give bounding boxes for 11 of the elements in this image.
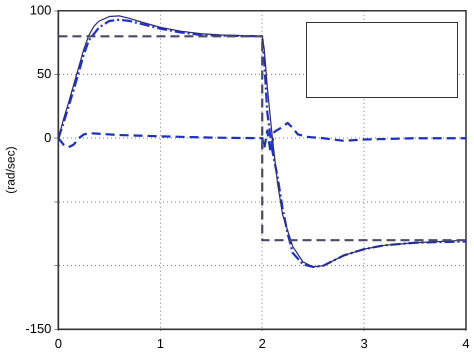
x-tick-label: 2 <box>258 336 266 351</box>
x-tick-label: 1 <box>156 336 164 351</box>
x-tick-label: 0 <box>54 336 62 351</box>
y-tick-label: -150 <box>25 320 52 336</box>
line-series <box>58 122 466 152</box>
y-tick-label: 100 <box>30 2 52 18</box>
x-tick-label: 4 <box>462 336 470 351</box>
y-tick-label: 0 <box>44 130 52 145</box>
y-tick-label: 50 <box>36 66 52 82</box>
x-tick-label: 3 <box>360 336 368 351</box>
y-axis-title: (rad/sec) <box>4 146 18 194</box>
